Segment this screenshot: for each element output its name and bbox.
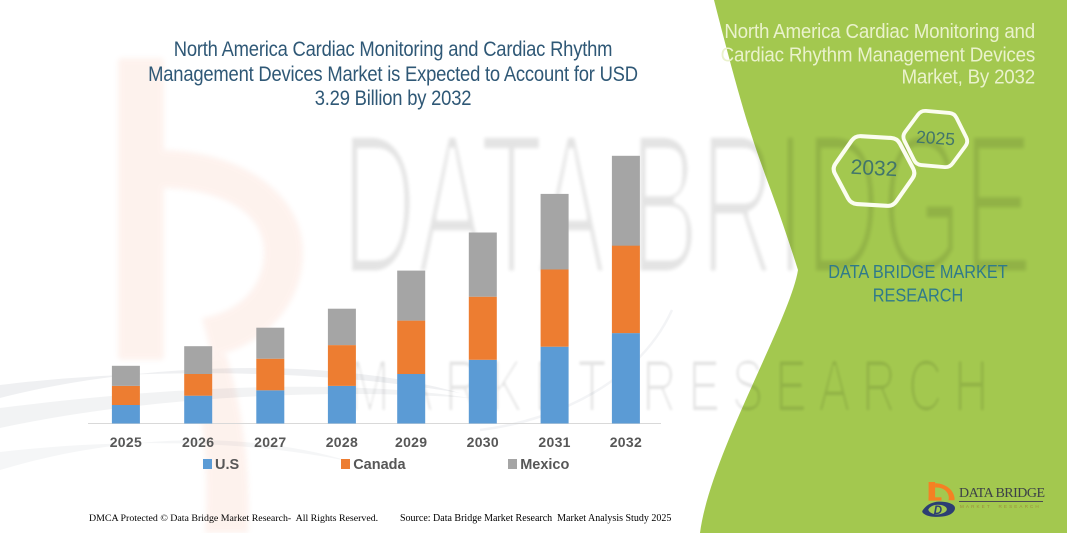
svg-text:MARKET RESEARCH: MARKET RESEARCH xyxy=(350,346,1000,427)
svg-text:D: D xyxy=(934,505,942,517)
svg-text:DATA BRIDGE: DATA BRIDGE xyxy=(341,93,1033,316)
